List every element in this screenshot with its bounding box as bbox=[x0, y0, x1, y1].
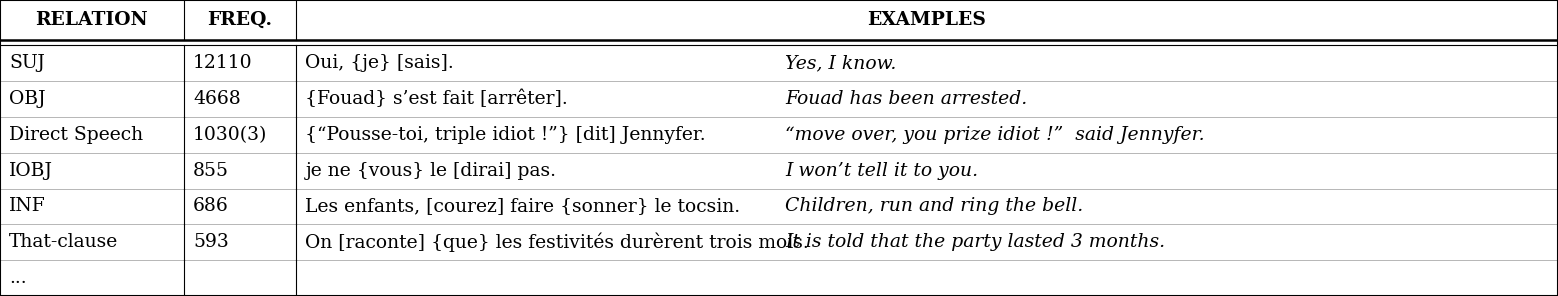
Text: 1030(3): 1030(3) bbox=[193, 126, 268, 144]
Text: Direct Speech: Direct Speech bbox=[9, 126, 143, 144]
Text: 855: 855 bbox=[193, 162, 229, 180]
Text: 593: 593 bbox=[193, 233, 229, 251]
Text: FREQ.: FREQ. bbox=[207, 11, 273, 29]
Text: On [raconte] {que} les festivités durèrent trois mois.: On [raconte] {que} les festivités durère… bbox=[305, 233, 809, 252]
Text: ...: ... bbox=[9, 269, 26, 287]
Text: It is told that the party lasted 3 months.: It is told that the party lasted 3 month… bbox=[785, 233, 1165, 251]
Text: 12110: 12110 bbox=[193, 54, 252, 72]
Text: Les enfants, [courez] faire {sonner} le tocsin.: Les enfants, [courez] faire {sonner} le … bbox=[305, 197, 740, 215]
Text: EXAMPLES: EXAMPLES bbox=[868, 11, 986, 29]
Text: 4668: 4668 bbox=[193, 90, 241, 108]
Text: je ne {vous} le [dirai] pas.: je ne {vous} le [dirai] pas. bbox=[305, 162, 556, 180]
Text: OBJ: OBJ bbox=[9, 90, 47, 108]
Text: 686: 686 bbox=[193, 197, 229, 215]
Text: Yes, I know.: Yes, I know. bbox=[785, 54, 896, 72]
Text: RELATION: RELATION bbox=[36, 11, 148, 29]
Text: {“Pousse-toi, triple idiot !”} [dit] Jennyfer.: {“Pousse-toi, triple idiot !”} [dit] Jen… bbox=[305, 126, 706, 144]
Text: “move over, you prize idiot !”  said Jennyfer.: “move over, you prize idiot !” said Jenn… bbox=[785, 126, 1204, 144]
Text: Oui, {je} [sais].: Oui, {je} [sais]. bbox=[305, 54, 453, 72]
Text: That-clause: That-clause bbox=[9, 233, 118, 251]
Text: INF: INF bbox=[9, 197, 47, 215]
Text: {Fouad} s’est fait [arrêter].: {Fouad} s’est fait [arrêter]. bbox=[305, 90, 569, 108]
Text: Children, run and ring the bell.: Children, run and ring the bell. bbox=[785, 197, 1083, 215]
Text: I won’t tell it to you.: I won’t tell it to you. bbox=[785, 162, 978, 180]
Text: Fouad has been arrested.: Fouad has been arrested. bbox=[785, 90, 1027, 108]
Text: SUJ: SUJ bbox=[9, 54, 45, 72]
Text: IOBJ: IOBJ bbox=[9, 162, 53, 180]
